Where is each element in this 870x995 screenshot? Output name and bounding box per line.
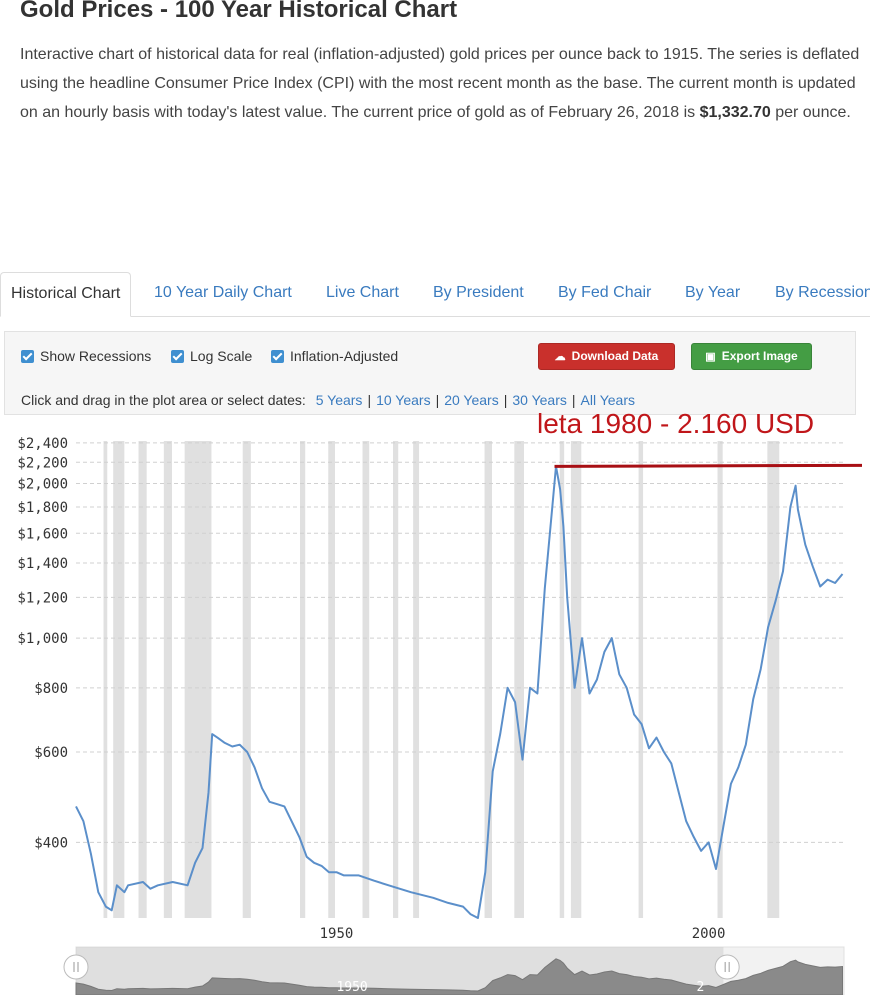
recession-band xyxy=(184,441,212,918)
recession-band xyxy=(559,441,565,918)
show-recessions-checkbox[interactable]: Show Recessions xyxy=(21,348,151,364)
checkbox-checked-icon xyxy=(271,350,284,363)
export-image-button[interactable]: ▣ Export Image xyxy=(691,343,812,370)
separator: | xyxy=(571,392,576,408)
range-20-years-link[interactable]: 20 Years xyxy=(444,392,499,408)
tab-by-president[interactable]: By President xyxy=(433,284,524,301)
checkbox-checked-icon xyxy=(21,350,34,363)
recession-band xyxy=(328,441,335,918)
x-tick-label: 2000 xyxy=(692,926,726,942)
tab-by-year[interactable]: By Year xyxy=(685,284,741,301)
checkbox-checked-icon xyxy=(171,350,184,363)
download-data-label: Download Data xyxy=(571,349,659,363)
cloud-download-icon: ☁ xyxy=(554,351,566,363)
recession-band xyxy=(514,441,524,918)
price-series-line xyxy=(75,465,844,919)
recession-band xyxy=(413,441,420,918)
y-tick-label: $1,600 xyxy=(17,526,68,542)
x-tick-label: 1950 xyxy=(320,926,354,942)
annotation-line xyxy=(554,463,863,468)
recession-band xyxy=(484,441,492,918)
recession-band xyxy=(138,441,147,918)
y-tick-label: $1,400 xyxy=(17,556,68,572)
recession-band xyxy=(362,441,370,918)
range-10-years-link[interactable]: 10 Years xyxy=(376,392,431,408)
recession-band xyxy=(163,441,172,918)
recession-band xyxy=(638,441,644,918)
y-tick-label: $400 xyxy=(34,835,68,851)
chart-toolbar: Show Recessions Log Scale Inflation-Adju… xyxy=(4,331,856,415)
date-range-selector: Click and drag in the plot area or selec… xyxy=(21,392,635,408)
navigator-label: 2 xyxy=(697,980,705,995)
gold-price-chart[interactable]: $400 $600 $800 $1,000 $1,200 $1,400 $1,600 $1,8… xyxy=(0,415,870,995)
picture-icon: ▣ xyxy=(705,351,716,363)
inflation-adjusted-label: Inflation-Adjusted xyxy=(290,348,399,364)
recession-band xyxy=(717,441,723,918)
chart-tabs: Historical Chart 10 Year Daily Chart Liv… xyxy=(0,272,870,317)
recession-band xyxy=(767,441,780,918)
range-5-years-link[interactable]: 5 Years xyxy=(315,392,363,408)
separator: | xyxy=(503,392,508,408)
date-prompt: Click and drag in the plot area or selec… xyxy=(21,392,306,408)
recession-band xyxy=(103,441,108,918)
y-tick-label: $1,200 xyxy=(17,590,68,606)
tab-historical-chart[interactable]: Historical Chart xyxy=(0,272,132,317)
description-suffix: per ounce. xyxy=(770,104,851,121)
y-tick-label: $600 xyxy=(34,745,68,761)
navigator-handle[interactable] xyxy=(63,954,89,980)
separator: | xyxy=(367,392,372,408)
tab-10-year-daily-chart[interactable]: 10 Year Daily Chart xyxy=(154,284,292,301)
description-text: Interactive chart of historical data for… xyxy=(20,46,860,121)
page-title: Gold Prices - 100 Year Historical Chart xyxy=(20,0,458,23)
download-data-button[interactable]: ☁ Download Data xyxy=(538,343,675,370)
y-tick-label: $1,800 xyxy=(17,500,68,516)
log-scale-checkbox[interactable]: Log Scale xyxy=(171,348,252,364)
current-price: $1,332.70 xyxy=(699,104,771,121)
show-recessions-label: Show Recessions xyxy=(40,348,152,364)
y-tick-label: $2,200 xyxy=(17,455,68,471)
y-tick-label: $800 xyxy=(34,681,68,697)
export-image-label: Export Image xyxy=(721,349,798,363)
annotation-label: leta 1980 - 2.160 USD xyxy=(537,408,815,439)
y-tick-label: $1,000 xyxy=(17,631,68,647)
recession-band xyxy=(393,441,399,918)
log-scale-label: Log Scale xyxy=(190,348,253,364)
y-tick-label: $2,400 xyxy=(17,436,68,452)
tab-by-recession[interactable]: By Recession xyxy=(775,284,870,301)
inflation-adjusted-checkbox[interactable]: Inflation-Adjusted xyxy=(271,348,398,364)
y-tick-label: $2,000 xyxy=(17,477,68,493)
navigator-label: 1950 xyxy=(336,980,367,995)
navigator-series-area xyxy=(75,958,843,995)
navigator-handle[interactable] xyxy=(714,954,740,980)
range-30-years-link[interactable]: 30 Years xyxy=(512,392,567,408)
recession-band xyxy=(300,441,306,918)
tab-by-fed-chair[interactable]: By Fed Chair xyxy=(558,284,652,301)
tab-live-chart[interactable]: Live Chart xyxy=(326,284,399,301)
page-description: Interactive chart of historical data for… xyxy=(20,40,865,127)
recession-band xyxy=(113,441,125,918)
recession-band xyxy=(242,441,251,918)
range-all-years-link[interactable]: All Years xyxy=(580,392,635,408)
separator: | xyxy=(435,392,440,408)
